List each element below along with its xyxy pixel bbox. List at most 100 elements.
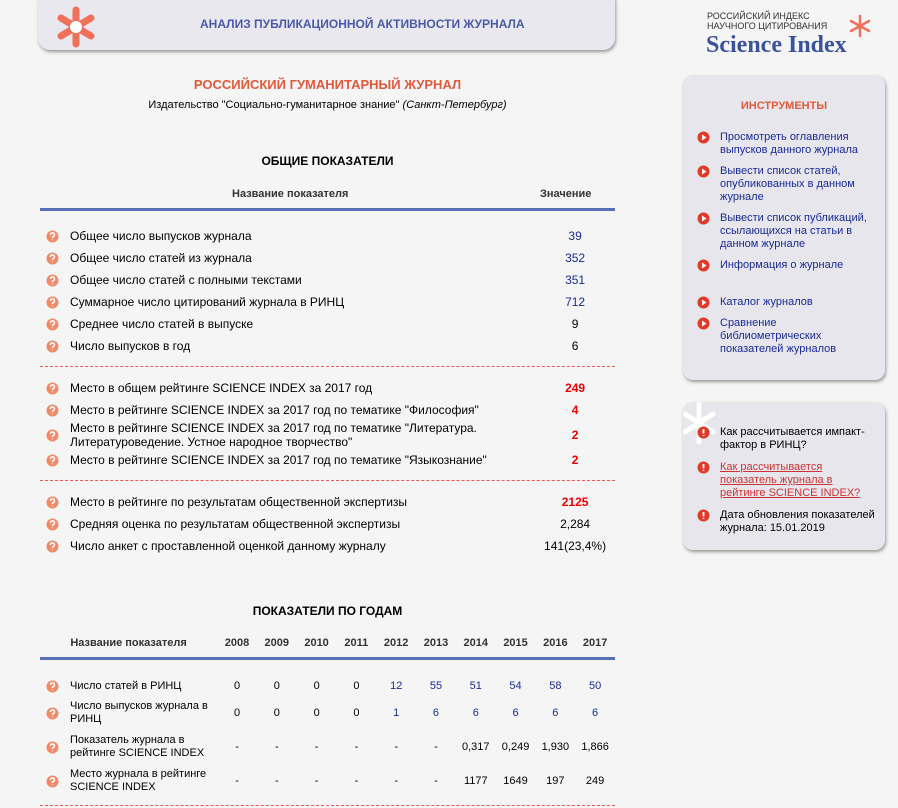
help-icon[interactable] xyxy=(46,274,59,287)
indicator-label: Место в рейтинге по результатам обществе… xyxy=(70,495,408,509)
help-icon[interactable] xyxy=(46,454,59,467)
indicator-label: Общее число статей с полными текстами xyxy=(70,273,302,287)
help-icon[interactable] xyxy=(46,741,59,754)
play-icon[interactable] xyxy=(697,296,710,309)
yearly-value: - xyxy=(354,775,359,787)
yearly-value: 1177 xyxy=(463,775,488,787)
indicator-value[interactable]: 351 xyxy=(565,273,586,287)
indicator-row: Общее число статей из журнала 352 xyxy=(40,247,615,269)
divider xyxy=(40,805,615,806)
year-header: 2008 xyxy=(224,637,250,649)
indicator-row: Средняя оценка по результатам общественн… xyxy=(40,513,615,535)
yearly-value: 1,930 xyxy=(541,741,570,753)
play-icon[interactable] xyxy=(697,165,710,178)
info-icon[interactable] xyxy=(697,426,710,439)
yearly-value: 0 xyxy=(313,680,320,692)
indicator-label: Место в рейтинге SCIENCE INDEX за 2017 г… xyxy=(70,453,487,467)
yearly-value: 58 xyxy=(549,680,562,692)
help-icon[interactable] xyxy=(46,230,59,243)
indicator-label: Общее число выпусков журнала xyxy=(70,229,252,243)
yearly-value: 0 xyxy=(234,680,241,692)
tool-link[interactable]: Вывести список статей, опубликованных в … xyxy=(683,165,885,204)
general-table: Общее число выпусков журнала 39 Общее числ… xyxy=(40,225,615,557)
yearly-value: 54 xyxy=(509,680,522,692)
indicator-row: Общее число выпусков журнала 39 xyxy=(40,225,615,247)
yearly-value: 51 xyxy=(469,680,482,692)
play-icon[interactable] xyxy=(697,317,710,330)
tool-link[interactable]: Каталог журналов xyxy=(683,296,885,309)
indicator-row: Среднее число статей в выпуске 9 xyxy=(40,313,615,335)
info-icon[interactable] xyxy=(697,461,710,474)
help-icon[interactable] xyxy=(46,382,59,395)
logo-caption: РОССИЙСКИЙ ИНДЕКС НАУЧНОГО ЦИТИРОВАНИЯ xyxy=(707,11,828,31)
year-header: 2016 xyxy=(543,637,568,649)
tool-link[interactable]: Сравнение библиометрических показателей … xyxy=(683,317,885,356)
indicator-row: Число анкет с проставленной оценкой данн… xyxy=(40,535,615,557)
yearly-header: Название показателя 2008 2009 2010 2011 2012 2… xyxy=(40,637,615,649)
indicator-label: Место в рейтинге SCIENCE INDEX за 2017 г… xyxy=(70,421,477,449)
tool-link[interactable]: Вывести список публикаций, ссылающихся н… xyxy=(683,212,885,251)
help-icon[interactable] xyxy=(46,680,59,693)
help-icon[interactable] xyxy=(46,318,59,331)
yearly-value: 0 xyxy=(273,680,280,692)
separator xyxy=(40,480,615,481)
alert-icon[interactable] xyxy=(697,509,710,522)
indicator-value: 141(23,4%) xyxy=(544,539,607,553)
indicator-label: Средняя оценка по результатам общественн… xyxy=(70,517,401,531)
help-icon[interactable] xyxy=(46,340,59,353)
help-icon[interactable] xyxy=(46,252,59,265)
indicator-label: Число анкет с проставленной оценкой данн… xyxy=(70,539,386,553)
divider xyxy=(40,208,615,211)
info-item[interactable]: Как рассчитывается показатель журнала в … xyxy=(683,461,885,500)
header-title: АНАЛИЗ ПУБЛИКАЦИОННОЙ АКТИВНОСТИ ЖУРНАЛА xyxy=(200,17,525,31)
yearly-row: Показатель журнала в рейтинге SCIENCE IN… xyxy=(40,734,615,760)
tool-link[interactable]: Просмотреть оглавления выпусков данного … xyxy=(683,131,885,157)
info-item[interactable]: Как рассчитывается импакт-фактор в РИНЦ? xyxy=(683,426,885,452)
yearly-label: Число статей в РИНЦ xyxy=(70,679,182,692)
yearly-label: Место журнала в рейтинге SCIENCE INDEX xyxy=(70,768,207,793)
yearly-row: Место журнала в рейтинге SCIENCE INDEX - -… xyxy=(40,768,615,794)
help-icon[interactable] xyxy=(46,296,59,309)
yearly-value: 0 xyxy=(313,707,320,719)
indicator-row: Место в общем рейтинге SCIENCE INDEX за … xyxy=(40,377,615,399)
logo-name[interactable]: Science Index xyxy=(706,32,847,58)
separator xyxy=(40,366,615,367)
help-icon[interactable] xyxy=(46,429,59,442)
help-icon[interactable] xyxy=(46,540,59,553)
yearly-value: - xyxy=(394,741,399,753)
header-bar xyxy=(38,0,615,50)
indicator-value[interactable]: 352 xyxy=(565,251,586,265)
indicator-row: Число выпусков в год 6 xyxy=(40,335,615,357)
tool-link[interactable]: Информация о журнале xyxy=(683,259,885,272)
play-icon[interactable] xyxy=(697,131,710,144)
help-icon[interactable] xyxy=(46,707,59,720)
indicator-value: 249 xyxy=(565,381,586,395)
year-header: 2013 xyxy=(423,637,449,649)
year-header: 2009 xyxy=(264,637,290,649)
help-icon[interactable] xyxy=(46,518,59,531)
indicator-value[interactable]: 712 xyxy=(565,295,586,309)
help-icon[interactable] xyxy=(46,496,59,509)
indicator-value[interactable]: 39 xyxy=(568,229,582,243)
publisher: Издательство "Социально-гуманитарное зна… xyxy=(148,99,400,111)
year-header: 2012 xyxy=(383,637,409,649)
yearly-label: Число выпусков журнала в РИНЦ xyxy=(70,700,208,725)
yearly-value: 1649 xyxy=(503,775,528,787)
yearly-value: - xyxy=(235,775,239,787)
yearly-value: 55 xyxy=(429,680,443,692)
indicator-row: Место в рейтинге SCIENCE INDEX за 2017 г… xyxy=(40,421,615,449)
indicator-value: 6 xyxy=(571,339,579,353)
spacer xyxy=(683,280,885,296)
play-icon[interactable] xyxy=(697,212,710,225)
indicator-label: Место в общем рейтинге SCIENCE INDEX за … xyxy=(70,381,373,395)
logo-flower xyxy=(849,14,871,38)
tools-title: ИНСТРУМЕНТЫ xyxy=(740,100,828,112)
yearly-value: 50 xyxy=(588,680,602,692)
help-icon[interactable] xyxy=(46,775,59,788)
indicator-label: Место в рейтинге SCIENCE INDEX за 2017 г… xyxy=(70,403,479,417)
help-icon[interactable] xyxy=(46,404,59,417)
play-icon[interactable] xyxy=(697,259,710,272)
indicator-row: Суммарное число цитирований журнала в РИ… xyxy=(40,291,615,313)
yearly-value: 0 xyxy=(234,707,241,719)
info-list: Как рассчитывается импакт-фактор в РИНЦ?… xyxy=(683,426,885,544)
